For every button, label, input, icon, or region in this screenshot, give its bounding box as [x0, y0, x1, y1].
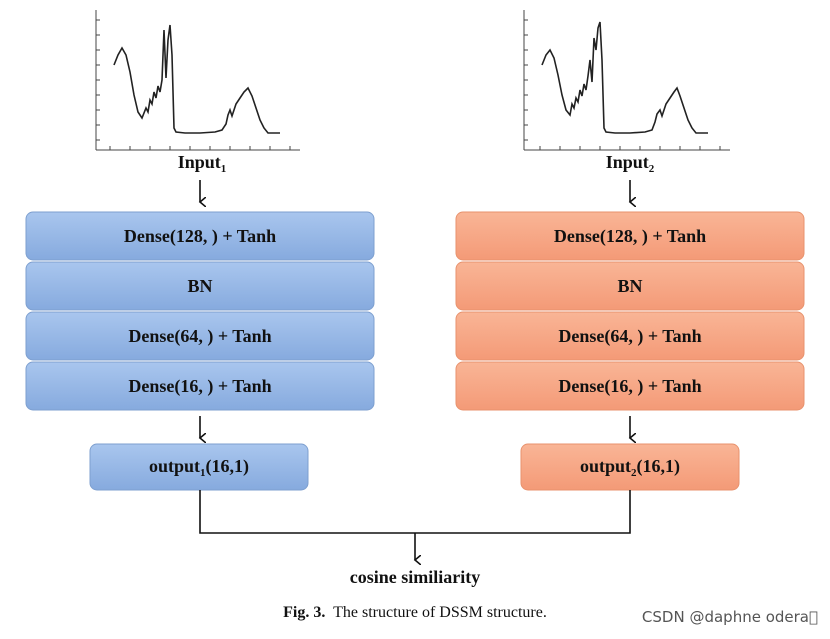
output-1-label: output1(16,1) — [149, 456, 249, 479]
csdn-watermark: CSDN @daphne odera  — [641, 608, 818, 626]
figure-number: Fig. 3. — [283, 604, 326, 621]
input-2-label: Input2 — [606, 152, 655, 175]
right-dense-64-box — [455, 311, 805, 361]
right-dense-16-label: Dense(16, ) + Tanh — [558, 376, 701, 397]
left-dense-64-label: Dense(64, ) + Tanh — [128, 326, 271, 347]
right-dense-64-label: Dense(64, ) + Tanh — [558, 326, 701, 347]
right-layer-stack: Dense(128, ) + Tanh BN Dense(64, ) + Tan… — [455, 211, 805, 411]
left-layer-stack: Dense(128, ) + Tanh BN Dense(64, ) + Tan… — [25, 211, 375, 411]
left-dense-16-label: Dense(16, ) + Tanh — [128, 376, 271, 397]
input-2-spectrum-plot — [523, 10, 730, 151]
left-dense-128-box — [25, 211, 375, 261]
output-1-box — [89, 443, 309, 491]
left-dense-16-box — [25, 361, 375, 411]
merge-connector — [199, 490, 631, 534]
output-2-label: output2(16,1) — [580, 456, 680, 479]
left-bn-box — [25, 261, 375, 311]
right-dense-128-label: Dense(128, ) + Tanh — [554, 226, 706, 247]
right-bn-box — [455, 261, 805, 311]
right-bn-label: BN — [617, 276, 642, 296]
figure-caption-text: The structure of DSSM structure. — [333, 604, 547, 621]
figure-caption: Fig. 3. The structure of DSSM structure. — [0, 604, 830, 622]
left-dense-64-box — [25, 311, 375, 361]
left-bn-label: BN — [187, 276, 212, 296]
cosine-similarity-label: cosine similiarity — [350, 567, 480, 587]
right-dense-128-box — [455, 211, 805, 261]
dssm-diagram: Input1 Input2 Dense(128, ) + Tanh BN Den… — [25, 10, 805, 587]
left-dense-128-label: Dense(128, ) + Tanh — [124, 226, 276, 247]
input-1-label: Input1 — [178, 152, 227, 175]
input-1-spectrum-plot — [95, 10, 300, 151]
right-dense-16-box — [455, 361, 805, 411]
